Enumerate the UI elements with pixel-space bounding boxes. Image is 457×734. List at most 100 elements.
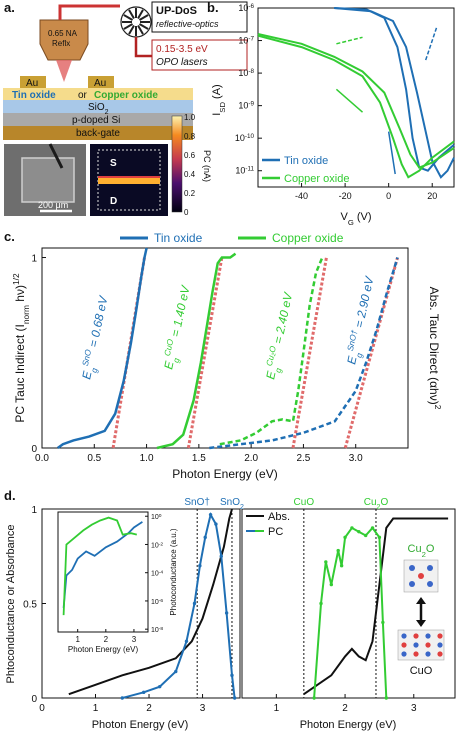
y-axis-label-c-left: PC Tauc Indirect (Inorm hν)1/2: [11, 273, 31, 423]
crystal-bottom-label: CuO: [410, 665, 433, 677]
y-tick-label-d: 0.5: [23, 600, 37, 611]
crystal-atom: [425, 642, 431, 648]
y-tick-label-b: 10-7: [238, 35, 254, 46]
scalebar-label: 200 μm: [38, 200, 68, 210]
bandgap-marker-label: SnO†: [184, 497, 210, 508]
tauc-fit-line: [343, 257, 399, 449]
film-layer: [3, 88, 193, 100]
chopper-blade: [138, 14, 149, 21]
pc-point-d: [120, 696, 124, 700]
colorbar-tick: 0.2: [184, 189, 196, 198]
y-axis-label-b: ISD (A): [211, 84, 227, 115]
crystal-atom: [425, 651, 431, 657]
legend-text-b: Tin oxide: [284, 155, 328, 167]
pc-point-d: [219, 554, 223, 558]
si-label: p-doped Si: [72, 115, 120, 126]
colorbar-tick: 1.0: [184, 113, 196, 122]
pc-hotspot: [98, 178, 160, 184]
copper-atom: [427, 581, 433, 587]
x-tick-label-c: 2.5: [296, 453, 310, 464]
film-copper-label: Copper oxide: [94, 90, 158, 101]
pc-point-d: [324, 560, 328, 564]
instrument-box: [151, 1, 248, 33]
au-electrode-left: [20, 76, 46, 88]
x-tick-label-b: -20: [339, 191, 352, 201]
y-tick-label-b: 10-6: [238, 3, 254, 14]
x-tick-label-d: 1: [274, 703, 280, 714]
inset-y-tick-label: 10-6: [151, 597, 163, 606]
film-or-label: or: [78, 90, 88, 101]
plot-frame-b: [257, 7, 455, 188]
pc-point-d: [377, 535, 382, 540]
crystal-atom: [401, 651, 407, 657]
x-tick-label-d: 3: [411, 703, 417, 714]
instrument-subtitle: reflective-optics: [156, 19, 219, 29]
crystal-atom: [413, 642, 419, 648]
crystal-atom: [413, 633, 419, 639]
bandgap-marker-label: CuO: [294, 497, 315, 508]
series-line-b: [257, 33, 455, 169]
plot-frame-c: [41, 247, 409, 449]
pc-point-d: [357, 529, 361, 534]
pc-point-d: [208, 512, 213, 517]
legend-text-b: Copper oxide: [284, 173, 349, 185]
inset-x-tick-label: 1: [75, 635, 80, 644]
pc-point-d: [381, 620, 385, 625]
inset-x-tick-label: 2: [104, 635, 109, 644]
pc-point-d: [192, 601, 197, 606]
objective-lens: [39, 19, 89, 61]
sio2-label: SiO2: [88, 102, 109, 116]
y-tick-label-d: 1: [31, 505, 37, 516]
x-tick-label-d: 1: [93, 703, 99, 714]
x-axis-label-d-right: Photon Energy (eV): [300, 719, 397, 731]
x-tick-label-d: 2: [146, 703, 152, 714]
au-electrode-right: [88, 76, 114, 88]
instrument-title: UP-DoS: [156, 5, 197, 17]
x-tick-label-c: 1.5: [192, 453, 206, 464]
pc-point-d: [350, 526, 354, 530]
y-tick-label-d: 0: [31, 694, 37, 705]
bandgap-annotation: EgSnO† = 2.90 eV: [342, 274, 380, 366]
inset-line: [62, 521, 143, 609]
crystal-atom: [401, 633, 407, 639]
copper-atom: [409, 565, 415, 571]
laser-beam: [56, 60, 72, 82]
sweep-arrow: [335, 88, 364, 113]
x-axis-label-d-left: Photon Energy (eV): [92, 719, 189, 731]
pc-point-d: [224, 611, 229, 615]
series-line-c: [156, 252, 237, 450]
y-tick-label-b: 10-11: [235, 165, 254, 176]
legend-text-d: PC: [268, 526, 283, 538]
inset-y-label: Photoconductance (a.u.): [169, 528, 178, 616]
chopper-blade: [137, 24, 144, 35]
colorbar-tick: 0.8: [184, 132, 196, 141]
series-line-c: [219, 257, 324, 446]
panel-label-d: d.: [4, 488, 16, 503]
laser-label: OPO lasers: [156, 57, 208, 68]
crystal-top-label: Cu2O: [408, 543, 435, 559]
pc-point-d: [141, 690, 146, 695]
inset-x-label: Photon Energy (eV): [68, 645, 139, 654]
pc-point-d: [174, 669, 178, 674]
y-tick-label-c: 0: [31, 444, 37, 455]
abs-line-d: [303, 517, 449, 696]
phase-arrow-head: [416, 620, 426, 627]
plot-frame-d-right: [241, 508, 456, 699]
x-tick-label-d: 3: [200, 703, 206, 714]
map-drain-label: D: [110, 196, 117, 207]
si-layer: [3, 113, 193, 126]
legend-text-c: Copper oxide: [272, 231, 344, 245]
inset-y-tick-label: 10-4: [151, 569, 163, 578]
series-line-b: [334, 7, 455, 172]
copper-atom: [409, 581, 415, 587]
inset-frame: [57, 511, 149, 633]
bandgap-marker-label: SnO2: [220, 497, 244, 511]
gate-layer: [3, 126, 193, 140]
panel-label-b: b.: [207, 0, 219, 15]
pc-point-d: [343, 535, 347, 540]
probe-needle: [48, 143, 64, 169]
x-tick-label-c: 3.0: [349, 453, 363, 464]
bandgap-annotation: EgCuO = 1.40 eV: [159, 283, 196, 371]
oxygen-atom: [418, 573, 424, 579]
